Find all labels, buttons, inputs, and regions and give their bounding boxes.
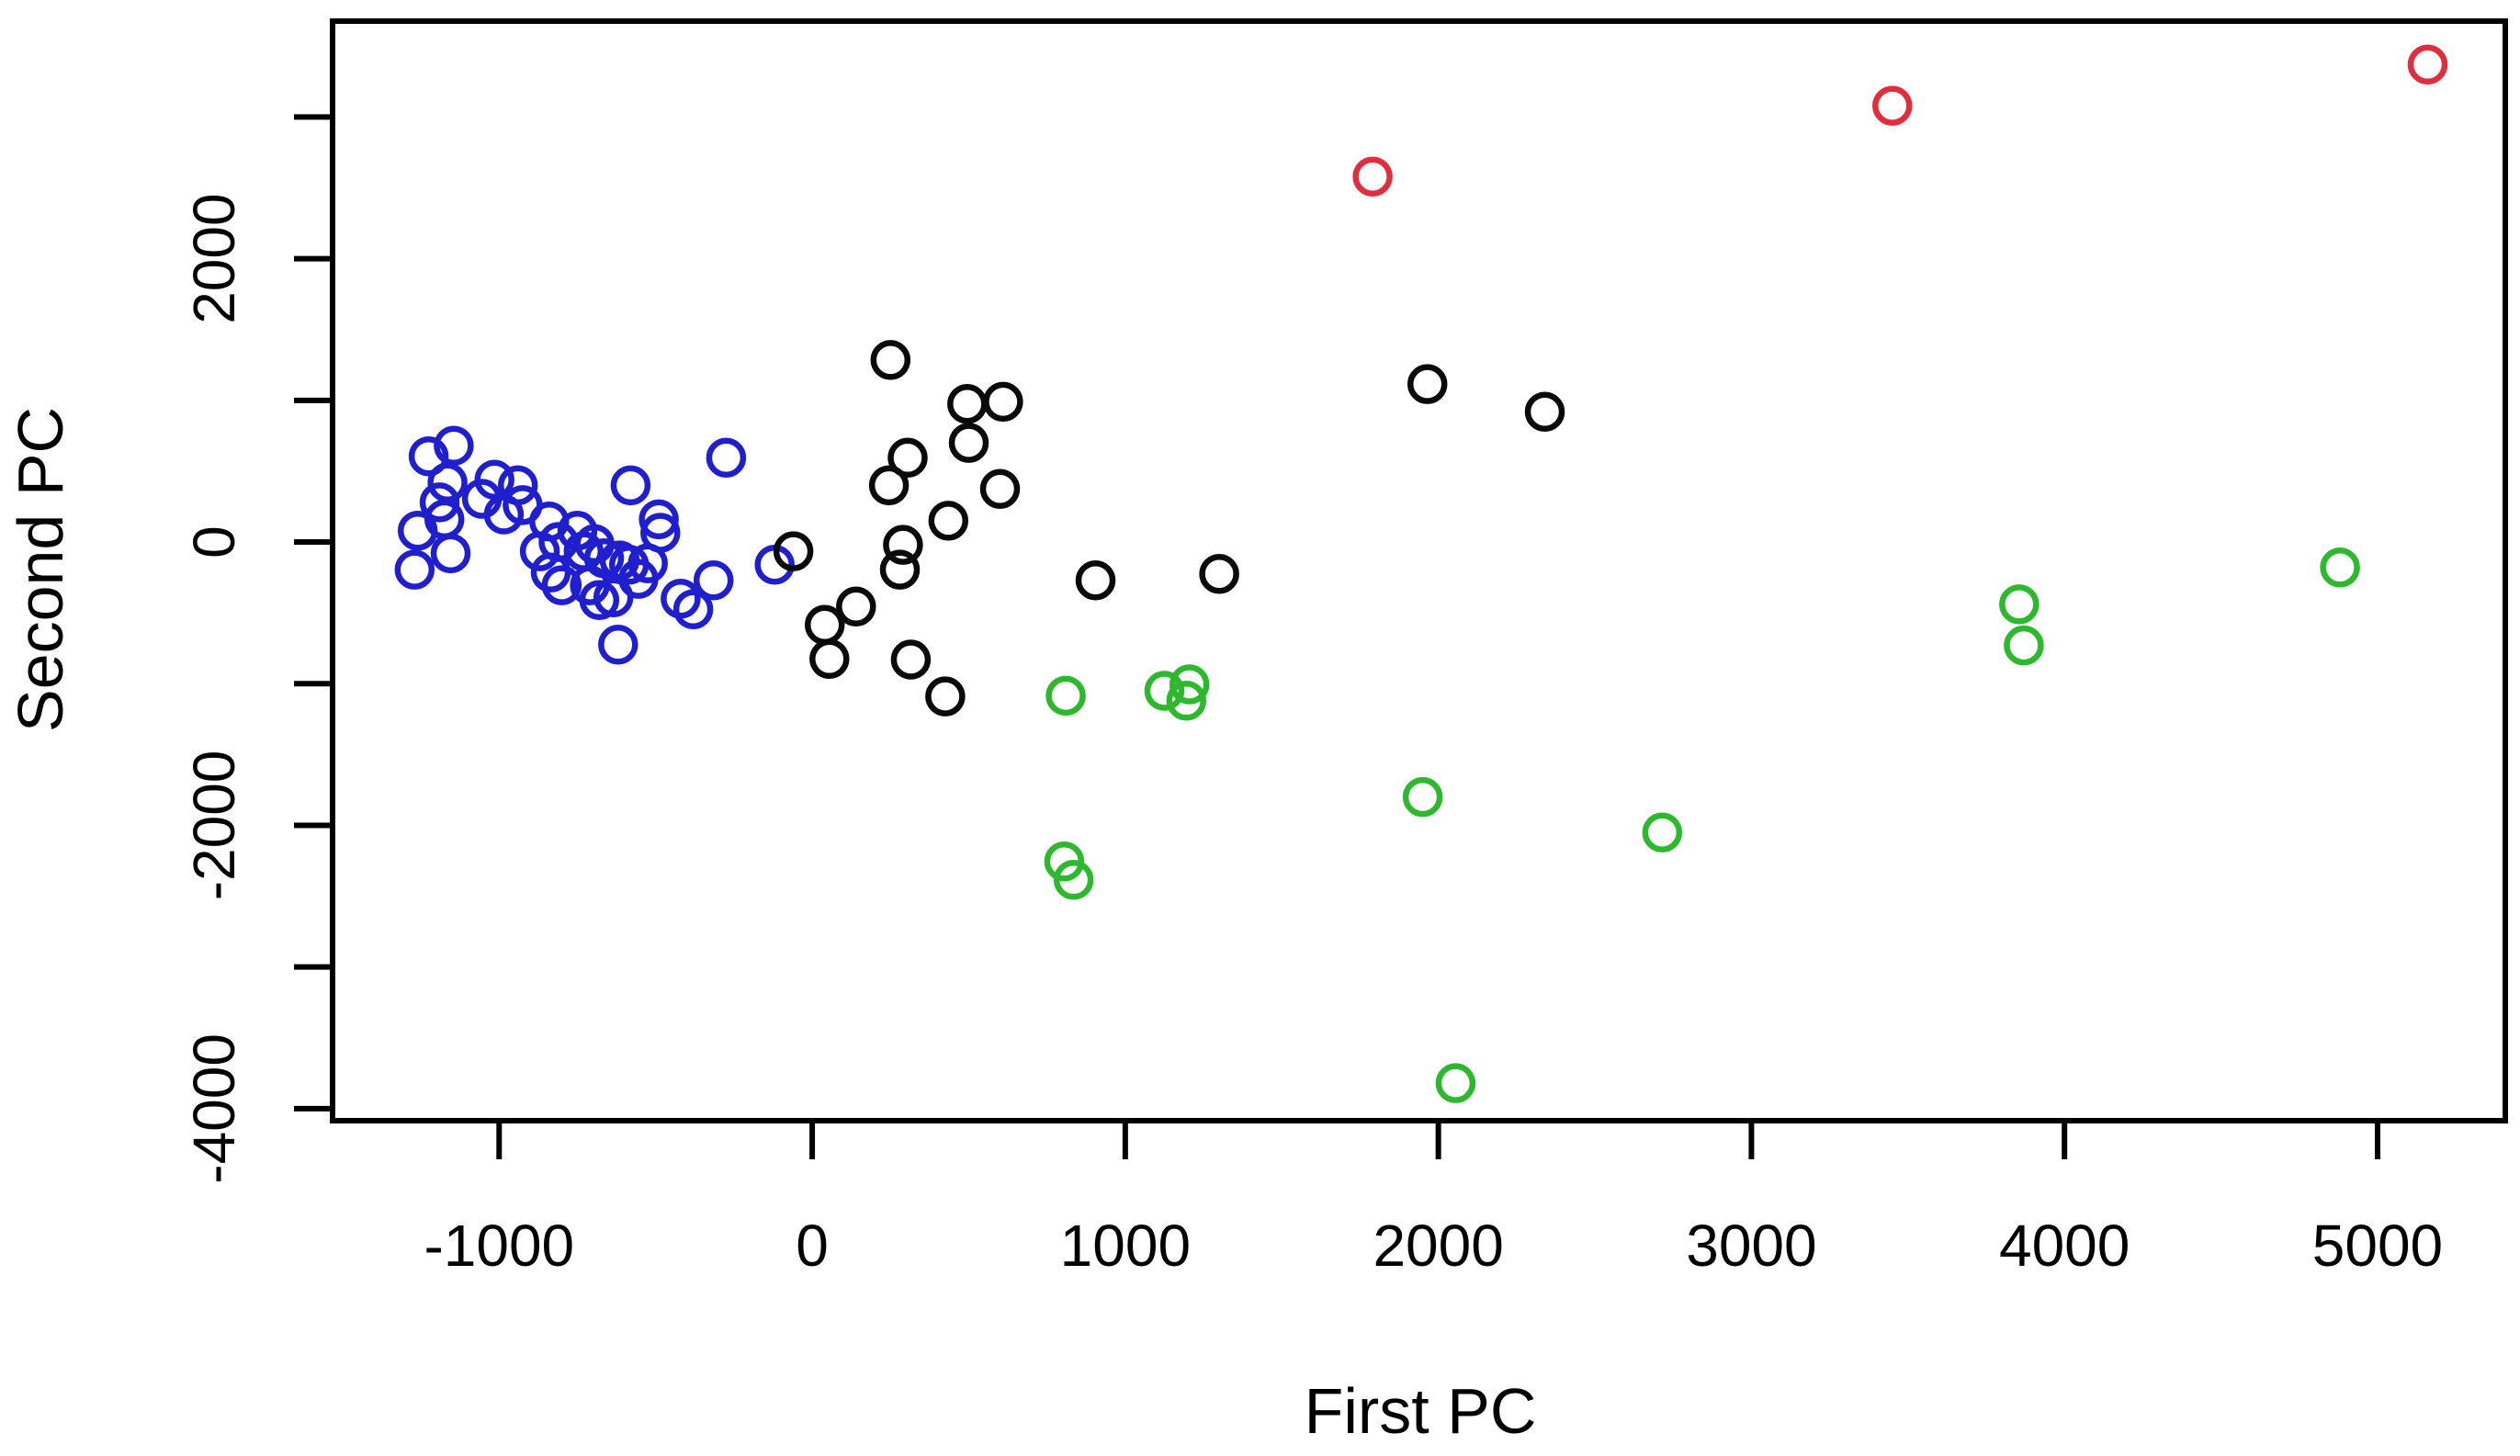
y-tick-label: -2000 bbox=[181, 751, 247, 901]
black-cluster-point bbox=[804, 604, 845, 646]
plot-frame bbox=[330, 18, 2508, 1123]
green-cluster-point bbox=[1169, 664, 1210, 705]
red-cluster-point bbox=[2407, 44, 2448, 85]
green-cluster-point bbox=[1435, 1063, 1476, 1103]
green-cluster-point bbox=[1053, 860, 1094, 900]
y-tick-label: 2000 bbox=[181, 193, 247, 323]
black-cluster-point bbox=[870, 340, 911, 380]
axis-ticks bbox=[294, 114, 2380, 1159]
x-tick-label: 4000 bbox=[1999, 1213, 2130, 1279]
green-cluster-point bbox=[1999, 584, 2040, 625]
black-cluster-point bbox=[1407, 364, 1448, 404]
blue-cluster-point bbox=[579, 580, 620, 621]
blue-cluster-point bbox=[519, 531, 560, 571]
green-cluster-point bbox=[1045, 675, 1086, 717]
black-cluster-point bbox=[948, 423, 989, 463]
blue-cluster-point bbox=[706, 437, 747, 479]
black-cluster-point bbox=[868, 465, 910, 506]
y-axis-title: Second PC bbox=[5, 407, 76, 732]
blue-cluster-point bbox=[541, 565, 582, 605]
x-tick-label: -1000 bbox=[424, 1213, 574, 1279]
green-cluster-point bbox=[1166, 681, 1207, 721]
black-cluster-point bbox=[879, 549, 921, 590]
black-cluster-point bbox=[928, 501, 969, 541]
blue-cluster-point bbox=[593, 577, 634, 617]
green-cluster-point bbox=[2320, 547, 2360, 588]
green-cluster-point bbox=[2004, 625, 2044, 666]
blue-cluster-point bbox=[610, 465, 651, 506]
blue-cluster-point bbox=[598, 625, 638, 665]
black-cluster-point bbox=[883, 525, 923, 565]
axis-tick-labels: -1000 0 1000 2000 3000 4000 5000 -4000 -2000 0 200… bbox=[181, 193, 2443, 1279]
black-cluster-point bbox=[979, 468, 1021, 509]
black-cluster-point bbox=[947, 383, 988, 424]
blue-cluster-point bbox=[427, 462, 468, 503]
x-axis-title: First PC bbox=[1305, 1375, 1537, 1447]
black-cluster-point bbox=[887, 437, 928, 479]
black-cluster-point bbox=[809, 638, 850, 680]
green-cluster-point bbox=[1144, 671, 1185, 711]
green-cluster-point bbox=[1642, 812, 1683, 852]
blue-cluster-point bbox=[640, 513, 681, 553]
blue-cluster-point bbox=[419, 482, 460, 523]
green-cluster-point bbox=[1402, 776, 1443, 818]
blue-cluster-point bbox=[430, 533, 471, 574]
x-tick-label: 0 bbox=[796, 1213, 829, 1279]
blue-cluster-point bbox=[434, 425, 474, 466]
black-cluster-point bbox=[1524, 391, 1565, 432]
blue-cluster-point bbox=[672, 589, 714, 630]
black-cluster-point bbox=[890, 639, 932, 680]
blue-cluster-point bbox=[483, 494, 525, 535]
x-tick-label: 1000 bbox=[1060, 1213, 1191, 1279]
black-cluster-point bbox=[925, 676, 966, 717]
y-tick-label: 0 bbox=[181, 525, 247, 559]
blue-cluster-point bbox=[693, 559, 734, 601]
red-cluster-point bbox=[1872, 85, 1913, 126]
black-cluster-point bbox=[1075, 559, 1116, 601]
blue-cluster-point bbox=[408, 435, 449, 477]
blue-cluster-point bbox=[397, 510, 438, 551]
red-cluster-point bbox=[1352, 156, 1393, 197]
black-cluster-point bbox=[836, 586, 876, 626]
y-tick-label: -4000 bbox=[181, 1033, 247, 1184]
x-tick-label: 2000 bbox=[1373, 1213, 1503, 1279]
black-cluster-point bbox=[773, 531, 814, 571]
x-tick-label: 5000 bbox=[2312, 1213, 2443, 1279]
blue-cluster-point bbox=[638, 499, 679, 540]
data-points bbox=[394, 44, 2448, 1103]
blue-cluster-point bbox=[394, 549, 435, 590]
black-cluster-point bbox=[983, 381, 1023, 423]
x-tick-label: 3000 bbox=[1686, 1213, 1816, 1279]
black-cluster-point bbox=[1199, 553, 1239, 594]
